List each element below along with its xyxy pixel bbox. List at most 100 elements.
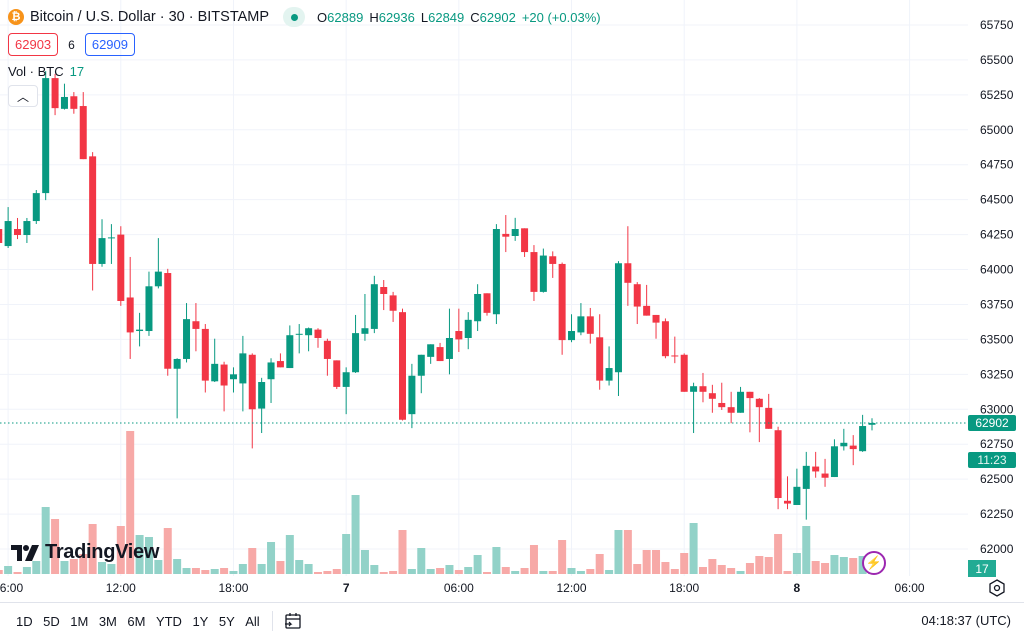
volume-bar <box>680 553 689 574</box>
symbol-title[interactable]: Bitcoin / U.S. Dollar · 30 · BITSTAMP <box>30 9 270 25</box>
volume-bar <box>764 557 773 574</box>
volume-bar <box>126 431 135 574</box>
volume-bar <box>295 560 304 574</box>
candle <box>427 344 435 364</box>
volume-legend[interactable]: Vol · BTC 17 <box>8 64 84 79</box>
time-axis[interactable]: 06:00 12:00 18:00 7 06:00 12:00 18:00 8 06:00 <box>0 581 925 595</box>
volume-bar <box>351 495 360 574</box>
price-tick-label: 63000 <box>980 402 1014 416</box>
range-all-button[interactable]: All <box>245 613 260 629</box>
candle <box>361 293 369 341</box>
volume-bar <box>107 564 116 574</box>
candle <box>502 215 510 253</box>
candle-body <box>42 78 50 194</box>
symbol-header: ₿ Bitcoin / U.S. Dollar · 30 · BITSTAMP … <box>8 7 601 27</box>
candle <box>718 382 726 410</box>
volume-bar <box>755 556 764 574</box>
volume-bar <box>576 571 585 574</box>
volume-label: Vol · BTC <box>8 64 64 79</box>
range-separator <box>272 611 274 631</box>
candle-body <box>502 233 510 237</box>
price-tick-label: 62750 <box>980 437 1014 451</box>
range-6m-button[interactable]: 6M <box>127 613 146 629</box>
date-range-toolbar: 1D 5D 1M 3M 6M YTD 1Y 5Y All <box>12 611 303 631</box>
market-open-dot-icon <box>290 13 298 21</box>
volume-bar <box>342 534 351 574</box>
candle <box>342 367 350 415</box>
volume-bar <box>614 530 623 574</box>
axis-badges: 62902 11:23 17 <box>968 415 1016 577</box>
range-1d-button[interactable]: 1D <box>16 613 33 629</box>
candle-body <box>746 391 754 399</box>
candle <box>417 354 425 394</box>
candle <box>408 363 416 429</box>
candle <box>314 328 322 348</box>
volume-value: 17 <box>69 64 85 79</box>
trade-buttons: 62903 6 62909 <box>8 33 135 56</box>
candle-body <box>605 368 613 381</box>
low-label: L <box>420 9 429 25</box>
range-5y-button[interactable]: 5Y <box>218 613 235 629</box>
lightning-icon[interactable]: ⚡ <box>862 551 886 575</box>
close-value: 62902 <box>479 9 516 25</box>
volume-bar <box>473 555 482 574</box>
utc-clock[interactable]: 04:18:37 (UTC) <box>921 613 1011 628</box>
volume-bar <box>79 554 88 574</box>
settings-hex-icon[interactable] <box>988 579 1006 597</box>
candle-body <box>60 96 68 109</box>
range-1m-button[interactable]: 1M <box>70 613 89 629</box>
open-value: 62889 <box>327 9 364 25</box>
candle-body <box>408 375 416 415</box>
candle <box>70 92 78 114</box>
volume-bar <box>313 572 322 574</box>
market-status-button[interactable] <box>283 7 306 27</box>
range-ytd-button[interactable]: YTD <box>155 613 182 629</box>
candle-body <box>380 287 388 294</box>
candle <box>849 435 857 466</box>
sell-button[interactable]: 62903 <box>8 33 59 56</box>
candle <box>596 314 604 390</box>
buy-button[interactable]: 62909 <box>84 33 135 56</box>
volume-bar <box>774 534 783 574</box>
candle <box>107 224 115 264</box>
price-axis[interactable]: 65750 65500 65250 65000 64750 64500 64250 64000… <box>980 18 1014 556</box>
candle-body <box>4 221 12 247</box>
go-to-date-calendar-icon[interactable] <box>283 611 303 631</box>
volume-bar <box>407 569 416 574</box>
candle <box>220 361 228 412</box>
tradingview-logo[interactable]: TradingView <box>11 541 159 564</box>
candle-body <box>417 354 425 376</box>
candle <box>727 391 735 424</box>
countdown-badge <box>968 452 1016 468</box>
range-3m-button[interactable]: 3M <box>98 613 117 629</box>
range-5d-button[interactable]: 5D <box>43 613 60 629</box>
time-tick-label: 06:00 <box>444 581 474 595</box>
volume-bar <box>116 526 125 574</box>
volume-badge-value: 17 <box>975 562 989 576</box>
candle-body <box>849 445 857 450</box>
bitcoin-icon: ₿ <box>8 9 24 25</box>
candle-body <box>699 386 707 392</box>
candle-body <box>342 372 350 387</box>
candle-body <box>558 263 566 341</box>
candle-body <box>765 407 773 429</box>
candle-body <box>14 229 22 236</box>
volume-bar <box>191 568 200 574</box>
volume-bar <box>445 565 454 574</box>
candle-body <box>32 193 40 222</box>
volume-bar <box>304 564 313 574</box>
candle-body <box>549 256 557 264</box>
volume-bar <box>360 550 369 574</box>
candle-body <box>643 305 651 316</box>
candle-body <box>117 234 125 301</box>
range-1y-button[interactable]: 1Y <box>192 613 209 629</box>
last-price-value: 62902 <box>975 416 1009 430</box>
candle <box>89 152 97 291</box>
collapse-legend-button[interactable]: ︿ <box>8 85 38 107</box>
volume-bar <box>708 559 717 574</box>
volume-bar <box>670 569 679 574</box>
candle <box>211 338 219 383</box>
time-tick-label: 18:00 <box>669 581 699 595</box>
volume-bar <box>32 561 41 574</box>
